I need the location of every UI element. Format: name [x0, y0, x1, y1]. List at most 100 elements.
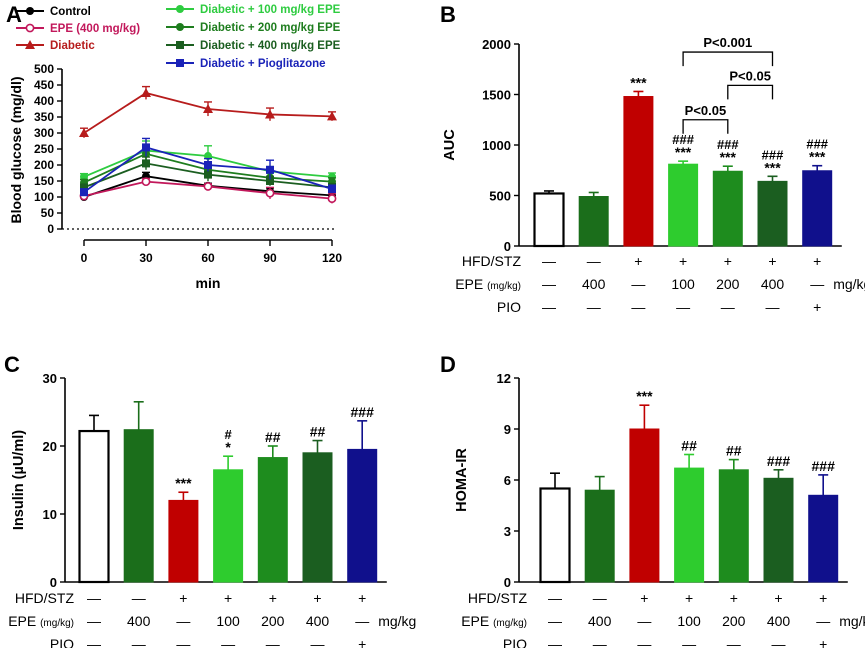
significance-label: ***: [675, 144, 692, 160]
significance-label: ###: [812, 458, 836, 474]
comparison-label: P<0.001: [703, 35, 752, 50]
table-cell: +: [685, 590, 693, 606]
panel-letter-a: A: [6, 2, 22, 27]
table-cell: —: [542, 276, 556, 292]
legend-marker: [25, 40, 35, 49]
table-cell: +: [224, 590, 232, 606]
data-point: [80, 183, 88, 192]
legend-label: Control: [50, 6, 91, 18]
comparison-bracket: [682, 51, 774, 67]
table-cell: —: [87, 613, 101, 629]
table-row-label-pio: PIO: [497, 299, 521, 315]
bar-5: [763, 477, 794, 583]
table-cell: 200: [722, 613, 746, 629]
y-tick-label: 3: [504, 524, 511, 539]
legend-label: Diabetic + 200 mg/kg EPE: [200, 22, 341, 34]
significance-label: ##: [310, 424, 326, 440]
bar-2: [629, 428, 660, 583]
y-tick-label: 0: [504, 575, 511, 590]
data-point: [266, 165, 274, 174]
data-point: [265, 188, 275, 198]
comparison-bracket: [682, 119, 729, 134]
table-cell: —: [542, 253, 556, 269]
data-point: [79, 128, 89, 137]
y-tick-label: 0: [47, 222, 54, 236]
table-cell: +: [269, 590, 277, 606]
panel-letter: B: [440, 2, 456, 27]
table-row-label-pio: PIO: [50, 636, 74, 648]
table-cell: —: [542, 299, 556, 315]
bar-2: [168, 499, 199, 583]
bar-4: [257, 457, 288, 583]
data-point: [142, 159, 150, 168]
epe-label: EPE: [8, 613, 40, 629]
legend-marker: [176, 41, 184, 49]
table-cell: —: [721, 299, 735, 315]
y-tick-label: 9: [504, 422, 511, 437]
bar-0: [533, 192, 565, 248]
comparison-label: P<0.05: [685, 103, 727, 118]
table-cell: +: [724, 253, 732, 269]
table-cell: +: [640, 590, 648, 606]
significance-label: ##: [726, 443, 742, 459]
data-point: [203, 104, 213, 113]
data-point: [141, 177, 151, 187]
data-point: [203, 182, 213, 191]
legend-label: Diabetic + 100 mg/kg EPE: [200, 4, 341, 16]
table-row-label-pio: PIO: [503, 636, 527, 648]
data-point: [328, 185, 336, 193]
y-tick-label: 0: [50, 575, 57, 590]
significance-label: ***: [630, 74, 647, 90]
table-cell: —: [176, 636, 190, 648]
table-cell: 200: [716, 276, 740, 292]
data-point: [141, 88, 151, 97]
data-point: [327, 111, 337, 121]
legend-entry-3: Diabetic + 100 mg/kg EPE: [166, 4, 341, 16]
bar-1: [578, 196, 609, 247]
y-tick-label: 30: [43, 371, 57, 386]
table-cell: 400: [761, 276, 785, 292]
epe-unit: (mg/kg): [40, 618, 74, 629]
table-cell: 100: [677, 613, 701, 629]
legend-label: Diabetic + Pioglitazone: [200, 58, 326, 70]
table-cell: +: [813, 253, 821, 269]
y-tick-label: 12: [497, 371, 511, 386]
comparison-bracket: [727, 84, 774, 100]
table-cell: 100: [671, 276, 695, 292]
y-tick-label: 1000: [482, 138, 511, 153]
legend-marker: [176, 59, 184, 67]
epe-unit: (mg/kg): [493, 618, 527, 629]
table-cell: 400: [588, 613, 612, 629]
legend-entry-6: Diabetic + Pioglitazone: [166, 58, 326, 70]
legend-marker: [26, 7, 34, 15]
data-point: [204, 170, 212, 179]
significance-label: ###: [767, 453, 791, 469]
epe-label: EPE: [461, 613, 493, 629]
x-tick-label: 0: [81, 251, 88, 265]
comparison-label: P<0.05: [729, 68, 771, 83]
table-cell: —: [593, 590, 607, 606]
significance-label-hash: ###: [762, 147, 784, 162]
x-tick-label: 60: [201, 251, 215, 265]
panel-letter: C: [4, 352, 20, 377]
y-axis-title: Blood glucose (mg/dl): [8, 77, 24, 224]
table-cell: —: [637, 613, 651, 629]
table-cell: +: [813, 299, 821, 315]
table-cell: —: [631, 299, 645, 315]
significance-label-hash: ###: [717, 137, 739, 152]
significance-label: ***: [720, 149, 737, 165]
data-point: [142, 143, 150, 152]
y-tick-label: 6: [504, 473, 511, 488]
bar-5: [302, 452, 333, 583]
y-tick-label: 100: [34, 190, 54, 204]
legend-marker: [176, 5, 184, 13]
bar-3: [668, 163, 699, 247]
x-tick-label: 30: [139, 251, 153, 265]
table-cell: —: [593, 636, 607, 648]
table-row2-suffix: mg/kg: [839, 613, 865, 629]
bar-6: [808, 494, 839, 583]
table-cell: 400: [306, 613, 330, 629]
y-tick-label: 50: [41, 206, 55, 220]
